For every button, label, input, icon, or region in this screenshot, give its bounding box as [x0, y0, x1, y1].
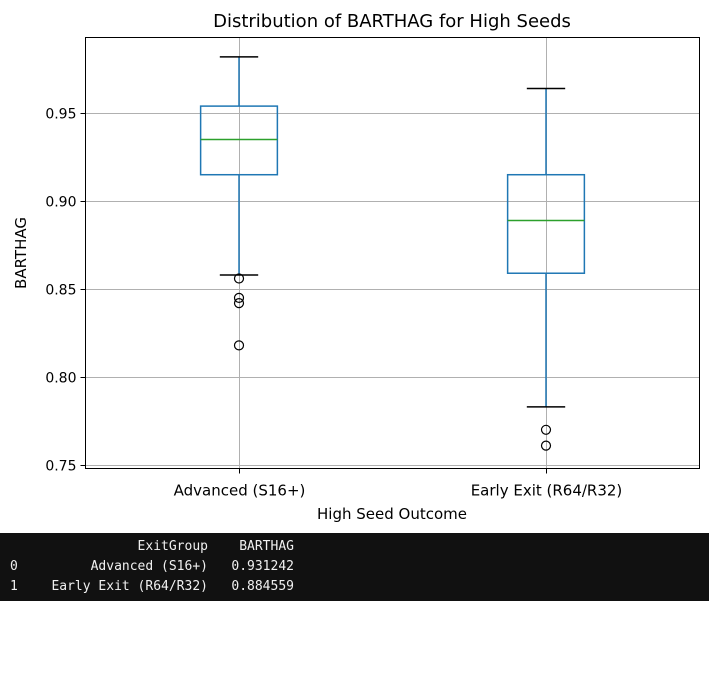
x-tick-label: Advanced (S16+): [174, 482, 306, 500]
outlier-point: [540, 440, 552, 451]
box-plot: 0.75 0.80 0.85 0.90 0.95 Advanced (S16+) Early…: [12, 11, 700, 523]
plot-frame: [85, 37, 700, 469]
grid-layer: [85, 37, 700, 469]
console-row-index: 0: [10, 559, 18, 574]
tick-layer: 0.75 0.80 0.85 0.90 0.95 Advanced (S16+) Early…: [45, 107, 622, 500]
x-tick-label: Early Exit (R64/R32): [471, 482, 623, 500]
y-tick-label: 0.75: [45, 459, 76, 475]
console-row: 1 Early Exit (R64/R32) 0.884559: [0, 577, 294, 597]
console-row: 0 Advanced (S16+) 0.931242: [0, 557, 294, 577]
x-axis-label: High Seed Outcome: [317, 505, 467, 523]
box-group: [199, 56, 279, 351]
y-tick-label: 0.95: [45, 107, 76, 123]
console-row-barthag: 0.884559: [231, 579, 294, 594]
figure: 0.75 0.80 0.85 0.90 0.95 Advanced (S16+) Early…: [12, 11, 700, 523]
console-row-exitgroup: Early Exit (R64/R32): [51, 579, 208, 594]
iqr-box: [506, 173, 586, 274]
y-tick-label: 0.90: [45, 195, 76, 211]
outlier-point: [233, 340, 245, 351]
y-tick-label: 0.80: [45, 371, 76, 387]
console-row-exitgroup: Advanced (S16+): [90, 559, 208, 574]
box-layer: [199, 56, 586, 451]
outlier-point: [233, 273, 245, 284]
outlier-point: [540, 424, 552, 435]
y-axis-label: BARTHAG: [12, 217, 30, 289]
iqr-box: [199, 105, 279, 176]
box-group: [506, 87, 586, 451]
console-output: ExitGroup BARTHAG 0 Advanced (S16+) 0.93…: [0, 533, 709, 601]
outlier-point: [233, 298, 245, 309]
outlier-point: [233, 292, 245, 303]
console-row-index: 1: [10, 579, 18, 594]
console-header-row: ExitGroup BARTHAG: [0, 537, 294, 557]
console-row-barthag: 0.931242: [231, 559, 294, 574]
console-header-barthag: BARTHAG: [239, 539, 294, 554]
console-header-exitgroup: ExitGroup: [137, 539, 208, 554]
chart-title: Distribution of BARTHAG for High Seeds: [213, 11, 571, 32]
y-tick-label: 0.85: [45, 283, 76, 299]
